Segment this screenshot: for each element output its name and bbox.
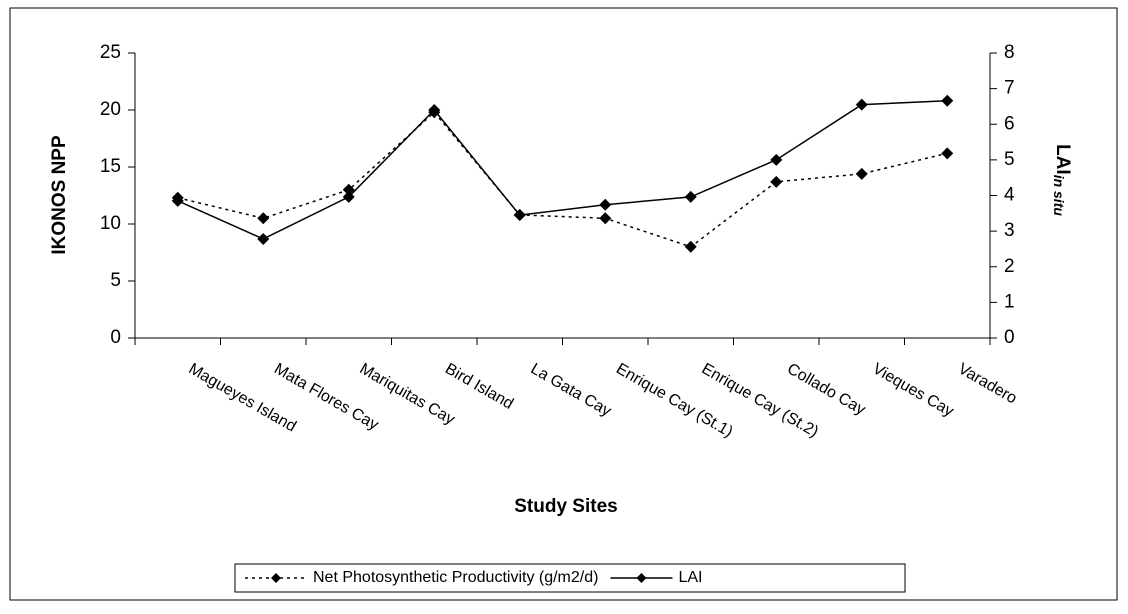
y-tick-label: 15 <box>100 156 121 177</box>
chart-border <box>9 7 1118 601</box>
legend-marker <box>636 573 647 583</box>
data-point <box>171 194 184 207</box>
y-tick-label: 10 <box>100 213 121 234</box>
x-axis-title: Study Sites <box>514 496 617 517</box>
legend-marker <box>271 573 281 583</box>
y2-axis-title-main: LAI <box>1052 144 1073 175</box>
data-point <box>855 167 868 180</box>
y-tick-label: 25 <box>100 42 121 63</box>
y2-tick-label: 2 <box>1004 256 1015 277</box>
y-axis-title: IKONOS NPP <box>49 135 70 255</box>
y2-tick-label: 8 <box>1004 42 1015 63</box>
data-point <box>855 98 868 111</box>
data-point <box>684 190 697 203</box>
y-tick-label: 20 <box>100 99 121 120</box>
legend-label: Net Photosynthetic Productivity (g/m2/d) <box>313 569 598 586</box>
y2-tick-label: 3 <box>1004 220 1015 241</box>
data-point <box>599 212 612 225</box>
data-point <box>941 94 954 107</box>
data-point <box>257 232 270 245</box>
data-point <box>684 240 697 253</box>
data-point <box>342 183 355 196</box>
y-tick-label: 5 <box>110 270 121 291</box>
y2-axis-title-sub: in situ <box>1051 175 1067 217</box>
y2-tick-label: 4 <box>1004 185 1015 206</box>
y2-tick-label: 0 <box>1004 327 1015 348</box>
y2-tick-label: 7 <box>1004 78 1015 99</box>
data-point <box>342 190 355 203</box>
y-tick-label: 0 <box>110 327 121 348</box>
legend-label: LAI <box>678 569 702 586</box>
y2-tick-label: 1 <box>1004 291 1015 312</box>
data-point <box>941 147 954 160</box>
y2-tick-label: 6 <box>1004 113 1015 134</box>
series-line <box>177 99 948 240</box>
data-point <box>770 153 783 166</box>
series-line <box>177 111 948 248</box>
data-point <box>770 175 783 188</box>
data-point <box>599 198 612 211</box>
y2-tick-label: 5 <box>1004 149 1015 170</box>
data-point <box>513 209 526 222</box>
data-point <box>257 212 270 225</box>
data-point <box>428 104 441 116</box>
legend-box <box>234 563 906 593</box>
y2-axis-title: LAIin situ <box>1051 144 1073 216</box>
